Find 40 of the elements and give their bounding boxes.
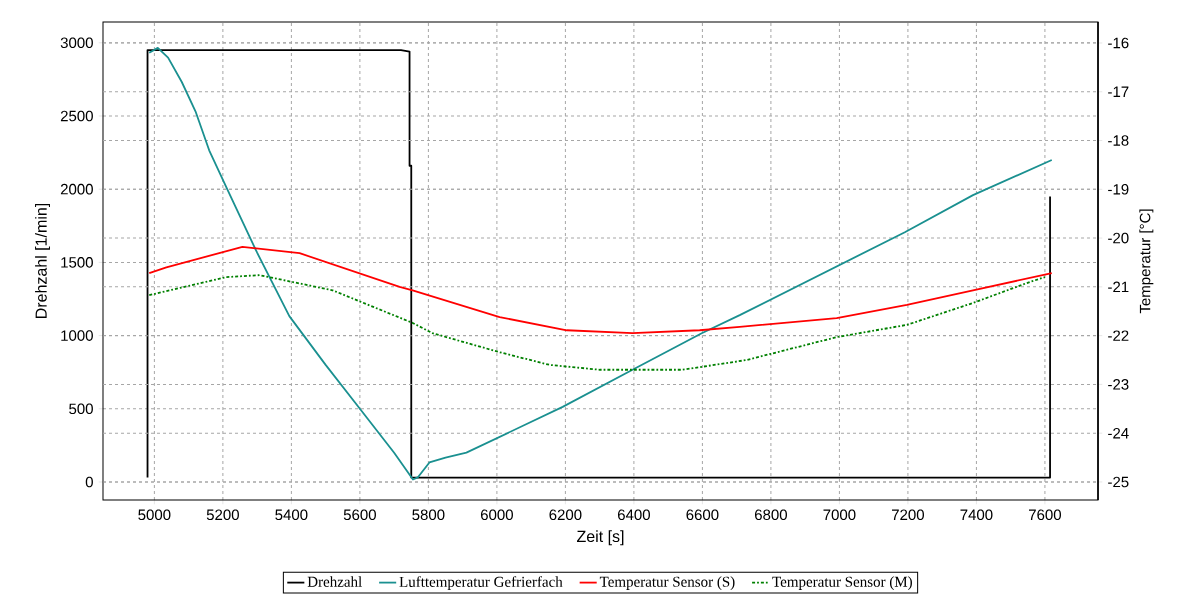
x-tick-label: 5200 — [206, 509, 239, 521]
y2-tick-label: -23 — [1108, 379, 1129, 390]
y2-tick-label: -24 — [1108, 427, 1129, 439]
x-tick-label: 7000 — [823, 509, 856, 521]
y2-tick-label: -18 — [1108, 135, 1129, 146]
x-tick-label: 5800 — [412, 509, 445, 521]
legend-label: Lufttemperatur Gefrierfach — [399, 576, 563, 590]
x-tick-label: 6200 — [549, 509, 582, 521]
legend-label: Temperatur Sensor (S) — [599, 576, 735, 590]
y2-tick-label: -22 — [1108, 330, 1129, 341]
x-tick-label: 6000 — [480, 509, 513, 521]
x-tick-label: 6800 — [754, 509, 787, 521]
x-tick-label: 7600 — [1029, 509, 1061, 521]
x-tick-label: 6600 — [686, 509, 719, 521]
y2-tick-label: -20 — [1108, 232, 1129, 244]
x-axis-title: Zeit [s] — [577, 530, 624, 546]
x-tick-label: 7400 — [960, 509, 993, 521]
y2-tick-label: -21 — [1108, 281, 1129, 293]
y2-tick-label: -19 — [1108, 183, 1129, 195]
y2-axis-title: Temperatur [°C] — [1139, 209, 1154, 314]
y-tick-label: 3000 — [60, 37, 93, 49]
x-tick-label: 6400 — [617, 509, 650, 521]
x-tick-label: 5600 — [343, 509, 376, 521]
line-series — [148, 245, 1053, 335]
y-tick-label: 0 — [85, 476, 93, 488]
y-tick-label: 1500 — [61, 257, 93, 268]
legend-label: Temperatur Sensor (M) — [772, 576, 912, 590]
y2-tick-label: -25 — [1108, 476, 1129, 488]
legend-label: Drehzahl — [307, 576, 362, 587]
y-axis-title: Drehzahl [1/min] — [35, 203, 50, 318]
x-tick-label: 7200 — [892, 509, 924, 521]
y-tick-label: 2000 — [60, 183, 93, 195]
y-tick-label: 2500 — [60, 110, 93, 122]
y2-tick-label: -16 — [1108, 37, 1129, 49]
y2-tick-label: -17 — [1108, 86, 1129, 97]
line-series — [148, 274, 1046, 371]
x-tick-label: 5000 — [138, 509, 171, 521]
y-tick-label: 500 — [69, 403, 93, 415]
y-tick-label: 1000 — [61, 330, 93, 341]
x-tick-label: 5400 — [275, 509, 308, 521]
